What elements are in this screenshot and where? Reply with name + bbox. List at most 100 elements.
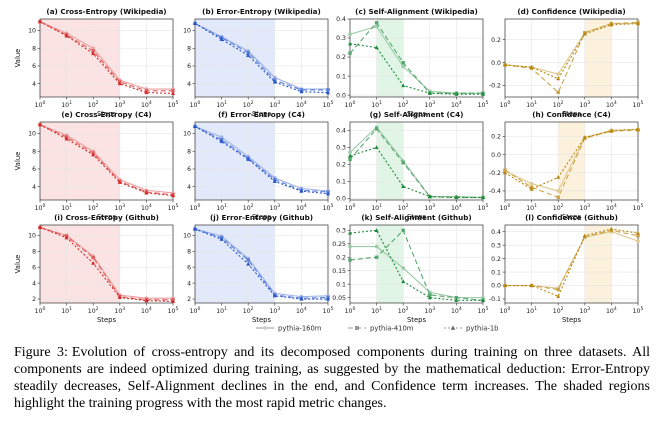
- series-line-pythia-1b: [504, 23, 639, 80]
- data-point: [246, 258, 250, 262]
- data-point: [636, 127, 640, 131]
- x-tick-label: 102: [553, 306, 564, 315]
- y-tick-label: 8: [187, 45, 191, 52]
- y-tick-label: 0.1: [491, 269, 501, 276]
- chart-panel: (i) Cross-Entropy (Github) 2 4 6 8 10 100 101 10…: [14, 213, 178, 324]
- x-tick-label: 100: [500, 203, 511, 212]
- data-point: [374, 145, 379, 150]
- shade-region: [40, 225, 120, 303]
- data-point: [91, 46, 95, 51]
- data-point: [219, 135, 224, 139]
- data-point: [503, 62, 507, 67]
- series-line-pythia-410m: [194, 125, 329, 193]
- y-tick-label: 4: [187, 280, 191, 287]
- x-tick-label: 103: [269, 306, 280, 315]
- x-tick-label: 101: [526, 203, 537, 212]
- legend-marker: [355, 326, 359, 330]
- series-line-pythia-160m: [349, 25, 483, 94]
- x-tick-label: 102: [398, 306, 409, 315]
- x-tick-label: 102: [88, 100, 99, 109]
- data-point: [556, 76, 561, 81]
- data-point: [454, 298, 459, 302]
- data-point: [401, 184, 406, 189]
- y-tick-label: 6: [187, 166, 191, 173]
- y-tick-label: -0.2: [489, 83, 501, 90]
- series-line-pythia-1b: [505, 228, 639, 297]
- data-point: [582, 135, 587, 140]
- x-axis-label: Steps: [407, 316, 426, 324]
- data-point: [64, 235, 69, 240]
- y-tick-label: 0.2: [336, 254, 346, 261]
- y-tick-label: 0.2: [336, 162, 346, 169]
- x-tick-label: 105: [323, 203, 334, 212]
- data-point: [91, 255, 95, 260]
- axes-frame: [194, 121, 329, 201]
- x-tick-label: 100: [500, 306, 511, 315]
- x-tick-label: 102: [553, 203, 564, 212]
- y-axis-label: Value: [14, 255, 22, 274]
- x-tick-label: 103: [424, 100, 435, 109]
- data-point: [117, 180, 122, 184]
- y-tick-label: 0.1: [336, 281, 346, 288]
- y-tick-label: 0.1: [336, 73, 346, 80]
- data-point: [582, 31, 587, 36]
- x-tick-label: 104: [606, 203, 617, 212]
- axes-frame: [504, 224, 639, 304]
- x-tick-label: 105: [323, 306, 334, 315]
- data-point: [326, 88, 330, 92]
- data-point: [171, 299, 175, 304]
- legend-marker: [450, 325, 456, 330]
- x-axis-label: Steps: [562, 213, 581, 221]
- x-tick-label: 105: [323, 100, 334, 109]
- data-point: [348, 41, 352, 46]
- y-tick-label: -0.1: [489, 296, 501, 303]
- y-tick-label: 10: [183, 233, 191, 240]
- series-line-pythia-160m: [194, 22, 328, 90]
- axes-frame: [349, 18, 484, 98]
- chart-title: (i) Cross-Entropy (Github): [54, 213, 159, 222]
- data-point: [503, 170, 507, 175]
- y-tick-label: 6: [187, 264, 191, 271]
- chart-panel: (e) Cross-Entropy (C4) 4 6 8 10 100 101 102 103 1…: [14, 110, 178, 221]
- x-tick-label: 100: [500, 100, 511, 109]
- shade-region: [558, 122, 585, 200]
- data-point: [246, 157, 251, 161]
- x-tick-label: 102: [398, 100, 409, 109]
- y-tick-label: 10: [28, 28, 36, 35]
- data-point: [427, 295, 432, 300]
- data-point: [556, 287, 560, 292]
- data-point: [64, 33, 69, 38]
- data-point: [246, 261, 251, 266]
- axes-frame: [194, 18, 329, 98]
- figure-caption-text: Evolution of cross-entropy and its decom…: [14, 345, 650, 411]
- data-point: [348, 32, 352, 37]
- series-line-pythia-160m: [504, 128, 639, 192]
- data-point: [299, 296, 304, 301]
- series-line-pythia-1b: [194, 125, 329, 195]
- series-line-pythia-410m: [39, 124, 174, 196]
- chart-title: (k) Self-Alignment (Github): [361, 213, 471, 222]
- data-point: [636, 21, 640, 26]
- data-point: [609, 22, 614, 27]
- shade-region: [195, 225, 275, 303]
- y-tick-label: 0.3: [336, 145, 346, 152]
- data-point: [609, 226, 614, 231]
- series-line-pythia-1b: [39, 21, 174, 95]
- data-point: [144, 298, 149, 303]
- data-point: [272, 179, 277, 183]
- data-point: [401, 160, 405, 165]
- x-tick-label: 100: [190, 100, 201, 109]
- y-tick-label: 0.0: [491, 152, 501, 159]
- data-point: [556, 195, 560, 199]
- x-tick-label: 102: [243, 306, 254, 315]
- data-point: [503, 283, 507, 288]
- data-point: [273, 75, 277, 80]
- x-tick-label: 101: [61, 306, 72, 315]
- data-point: [454, 91, 459, 96]
- series-line-pythia-160m: [39, 21, 173, 90]
- data-point: [38, 225, 42, 229]
- data-point: [427, 90, 432, 95]
- y-tick-label: 4: [187, 81, 191, 88]
- y-tick-label: 0.3: [336, 228, 346, 235]
